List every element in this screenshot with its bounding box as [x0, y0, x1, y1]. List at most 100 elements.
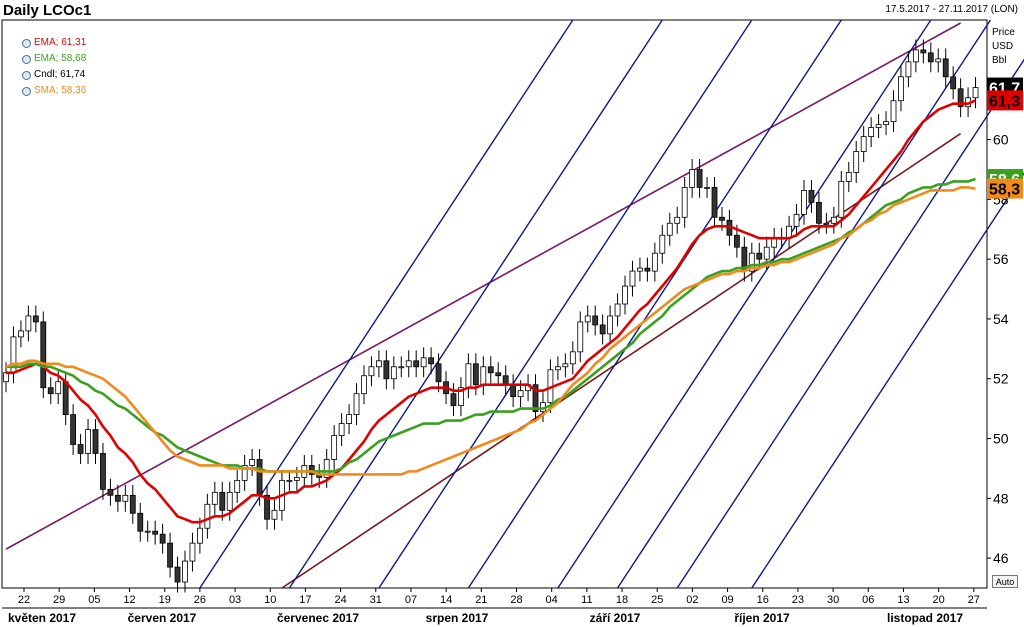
- x-tick-label: 05: [88, 594, 100, 606]
- candle-body: [271, 509, 278, 520]
- x-tick-label: 12: [123, 594, 135, 606]
- candle-body: [197, 527, 203, 544]
- candle-body: [308, 465, 315, 475]
- auto-scale-button[interactable]: Auto: [992, 575, 1018, 588]
- candle-body: [100, 453, 106, 490]
- candle-body: [890, 100, 897, 123]
- candle-body: [614, 303, 621, 317]
- candle-body: [92, 429, 99, 454]
- legend: EMA; 61,31 EMA; 58,68 Cndl; 61,74 SMA; 5…: [22, 35, 86, 99]
- candle-body: [763, 246, 770, 260]
- candle-body: [554, 366, 561, 371]
- candle-body: [286, 479, 293, 482]
- x-tick-label: 19: [159, 594, 171, 606]
- x-tick-label: 14: [440, 594, 452, 606]
- candle-body: [816, 201, 822, 224]
- candle-body: [637, 267, 643, 272]
- price-axis-heading-line: USD: [992, 41, 1014, 52]
- candle-body: [629, 270, 636, 287]
- candle-body: [517, 390, 524, 398]
- candle-body: [107, 488, 114, 496]
- candle-body: [875, 124, 882, 129]
- candle-body: [756, 252, 763, 260]
- settings-icon[interactable]: [22, 86, 31, 96]
- candle-body: [666, 222, 673, 236]
- legend-item-ema-green[interactable]: EMA; 58,68: [22, 51, 86, 67]
- candle-body: [689, 169, 696, 188]
- y-tick-label: 50: [993, 431, 1009, 447]
- settings-icon[interactable]: [22, 54, 31, 64]
- x-tick-label: 13: [897, 594, 909, 606]
- candle-body: [607, 315, 613, 335]
- y-tick-label: 54: [993, 311, 1009, 327]
- candle-body: [398, 366, 405, 369]
- x-tick-label: 06: [862, 594, 874, 606]
- candle-body: [830, 216, 837, 224]
- x-tick-label: 18: [616, 594, 628, 606]
- candle-body: [823, 222, 830, 225]
- trend-line: [281, 132, 962, 589]
- candle-body: [801, 189, 807, 215]
- series-line: [6, 99, 977, 524]
- legend-label: EMA; 61,31: [34, 37, 87, 48]
- series-line: [6, 177, 976, 473]
- candle-body: [674, 216, 681, 224]
- candle-body: [361, 375, 367, 395]
- x-tick-label: 07: [405, 594, 417, 606]
- candle-body: [562, 363, 569, 368]
- candle-body: [957, 88, 964, 108]
- chart-title: Daily LCOc1: [3, 2, 92, 19]
- candle-body: [249, 459, 256, 466]
- legend-item-ema-red[interactable]: EMA; 61,31: [22, 35, 86, 51]
- candle-body: [159, 533, 166, 544]
- candle-body: [428, 357, 435, 365]
- settings-icon[interactable]: [22, 70, 31, 80]
- candle-body: [942, 58, 949, 78]
- legend-label: EMA; 58,68: [34, 53, 87, 64]
- x-tick-label: 03: [229, 594, 241, 606]
- x-tick-label: 30: [827, 594, 839, 606]
- candles: [3, 39, 979, 593]
- candle-body: [495, 372, 502, 377]
- price-axis-heading-line: Price: [992, 27, 1015, 38]
- legend-item-candle[interactable]: Cndl; 61,74: [22, 67, 86, 83]
- y-tick-label: 56: [993, 251, 1009, 267]
- candle-body: [338, 423, 345, 436]
- month-label: listopad 2017: [887, 611, 963, 625]
- settings-icon[interactable]: [22, 38, 31, 48]
- candle-body: [114, 494, 121, 502]
- x-tick-label: 04: [546, 594, 558, 606]
- candle-body: [472, 363, 479, 386]
- candle-body: [659, 234, 666, 254]
- candle-body: [868, 127, 875, 137]
- x-tick-label: 11: [581, 594, 592, 606]
- candle-body: [137, 512, 144, 532]
- x-tick-label: 24: [334, 594, 346, 606]
- channel-line: [199, 19, 574, 589]
- candle-body: [711, 187, 718, 218]
- candle-body: [264, 494, 270, 520]
- candle-body: [323, 459, 330, 478]
- channel-line: [467, 19, 842, 589]
- candle-body: [219, 491, 226, 511]
- month-label: říjen 2017: [734, 611, 790, 625]
- x-tick-label: 29: [53, 594, 65, 606]
- candle-body: [860, 136, 867, 152]
- candle-body: [152, 530, 159, 535]
- price-badge: [987, 178, 1023, 199]
- price-axis-heading-line: Bbl: [992, 55, 1007, 66]
- channel-line: [676, 58, 1024, 589]
- legend-item-sma[interactable]: SMA; 58,36: [22, 83, 86, 99]
- channel-line: [751, 172, 1024, 589]
- y-tick-label: 60: [993, 132, 1009, 148]
- channel-line: [288, 19, 663, 589]
- candle-body: [696, 169, 703, 188]
- candle-body: [189, 542, 196, 562]
- candle-body: [733, 234, 740, 248]
- candle-body: [435, 363, 442, 383]
- date-range: 17.5.2017 - 27.11.2017 (LON): [885, 4, 1018, 15]
- plot-frame: [1, 19, 988, 589]
- candle-body: [912, 49, 919, 63]
- candle-body: [346, 414, 352, 424]
